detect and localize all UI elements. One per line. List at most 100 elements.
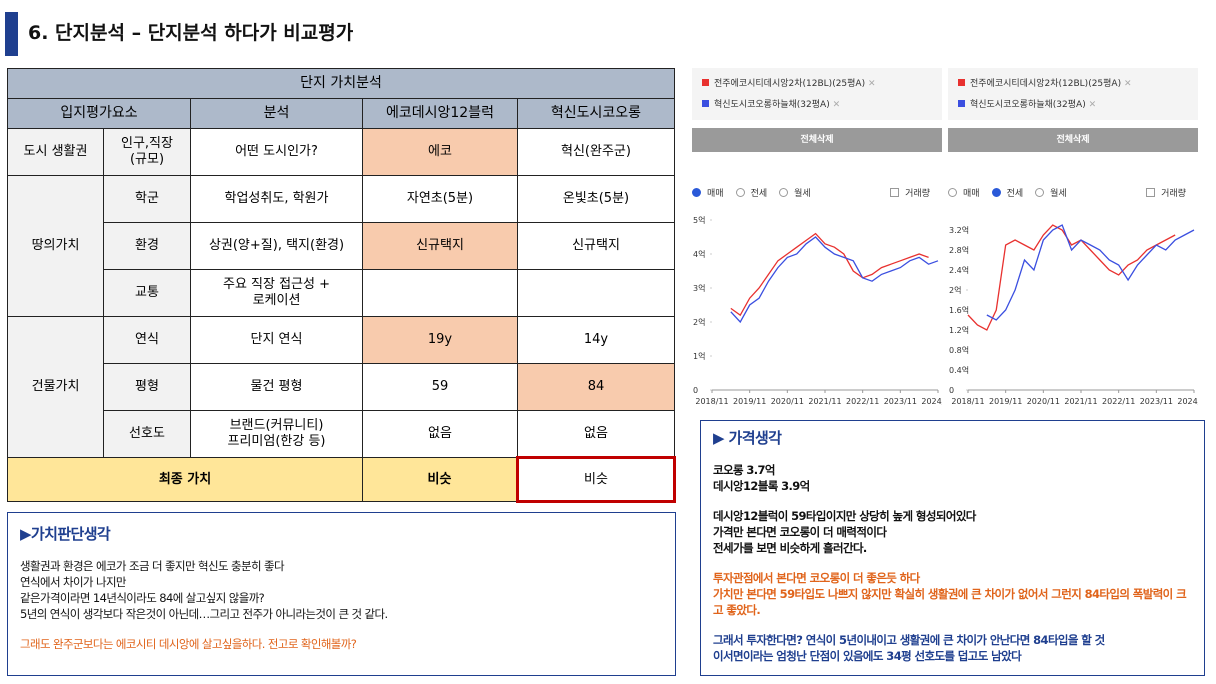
x-tick-label: 2020/11 — [771, 397, 804, 406]
x-tick-label: 2022/11 — [846, 397, 879, 406]
radio — [735, 188, 745, 197]
remove-icon[interactable]: ✕ — [865, 79, 876, 89]
value-cell: 84 — [517, 363, 675, 411]
note-line: 가격만 본다면 코오롱이 더 매력적이다 — [713, 525, 887, 539]
note-paragraph: 코오롱 3.7억 데시앙12블록 3.9억 — [713, 462, 1192, 494]
x-tick-label: 2018/11 — [695, 397, 728, 406]
checkbox-label: 거래량 — [905, 189, 930, 199]
delete-all-button[interactable]: 전체삭제 — [692, 128, 942, 152]
column-header: 분석 — [190, 98, 363, 129]
note-line: 생활권과 환경은 에코가 조금 더 좋지만 혁신도 충분히 좋다 — [20, 559, 285, 573]
checkbox — [1146, 188, 1156, 197]
legend-entry: 전주에코시티데시앙2차(12BL)(25평A) ✕ — [958, 76, 1188, 89]
remove-icon[interactable]: ✕ — [1121, 79, 1132, 89]
y-tick-label: 0 — [949, 386, 954, 395]
radio — [948, 188, 957, 197]
table-title: 단지 가치분석 — [7, 68, 675, 99]
y-tick-label: 2억 — [693, 317, 705, 327]
note-line: 코오롱 3.7억 — [713, 463, 776, 477]
analysis-cell: 브랜드(커뮤니티) 프리미엄(한강 등) — [190, 410, 363, 458]
comparison-table: 단지 가치분석 입지평가요소 분석 에코데시앙12블럭 혁신도시코오롱 도시 생… — [7, 68, 676, 503]
radio — [991, 188, 1001, 197]
y-tick-label: 3억 — [693, 283, 705, 293]
column-header: 혁신도시코오롱 — [517, 98, 675, 129]
value-cell: 신규택지 — [362, 222, 518, 270]
checkbox — [890, 188, 900, 197]
value-cell: 59 — [362, 363, 518, 411]
radio-group: 매매 전세 월세 거래량 — [948, 186, 1198, 199]
legend-swatch — [958, 79, 965, 86]
factor-cell: 인구,직장 (규모) — [103, 128, 191, 176]
volume-checkbox[interactable]: 거래량 — [1146, 186, 1192, 199]
delete-all-button[interactable]: 전체삭제 — [948, 128, 1198, 152]
note-line: 전세가를 보면 비슷하게 흘러간다. — [713, 541, 867, 555]
legend-entry: 혁신도시코오롱하늘채(32평A) ✕ — [958, 97, 1188, 110]
legend: 전주에코시티데시앙2차(12BL)(25평A) ✕ 혁신도시코오롱하늘채(32평A… — [692, 68, 942, 120]
radio-label: 전세 — [1006, 189, 1024, 199]
x-tick-label: 2024/11 — [1177, 397, 1198, 406]
value-cell: 신규택지 — [517, 222, 675, 270]
factor-cell: 교통 — [103, 269, 191, 317]
radio-label: 전세 — [750, 189, 768, 199]
note-title: ▶ 가격생각 — [713, 429, 782, 447]
value-cell — [517, 269, 675, 317]
value-cell: 없음 — [362, 410, 518, 458]
x-tick-label: 2021/11 — [808, 397, 841, 406]
value-cell: 에코 — [362, 128, 518, 176]
final-value: 비슷 — [362, 457, 518, 502]
volume-checkbox[interactable]: 거래량 — [890, 186, 936, 199]
remove-icon[interactable]: ✕ — [829, 100, 841, 110]
radio-option[interactable]: 매매 — [692, 188, 730, 199]
final-label: 최종 가치 — [7, 457, 363, 502]
analysis-cell: 단지 연식 — [190, 316, 363, 364]
title-accent — [5, 12, 18, 56]
radio-option[interactable]: 전세 — [991, 188, 1030, 199]
y-tick-label: 1.6억 — [949, 305, 969, 315]
analysis-cell: 어떤 도시인가? — [190, 128, 363, 176]
checkbox-label: 거래량 — [1161, 189, 1186, 199]
analysis-cell: 학업성취도, 학원가 — [190, 175, 363, 223]
note-title: ▶가치판단생각 — [20, 525, 111, 543]
legend-label: 전주에코시티데시앙2차(12BL)(25평A) — [714, 79, 866, 89]
radio — [779, 188, 789, 197]
remove-icon[interactable]: ✕ — [1085, 100, 1097, 110]
value-cell: 자연초(5분) — [362, 175, 518, 223]
radio-option[interactable]: 매매 — [948, 188, 986, 199]
y-tick-label: 2.4억 — [949, 265, 969, 275]
note-line: 5년의 연식이 생각보다 작은것이 아닌데…그리고 전주가 아니라는것이 큰 것… — [20, 607, 388, 621]
note-paragraph: 그래도 완주군보다는 에코시티 데시앙에 살고싶을하다. 전고로 확인해볼까? — [20, 636, 663, 652]
value-cell: 혁신(완주군) — [517, 128, 675, 176]
legend-label: 전주에코시티데시앙2차(12BL)(25평A) — [970, 79, 1122, 89]
radio-label: 월세 — [1050, 189, 1067, 199]
y-tick-label: 0.8억 — [949, 345, 969, 355]
series-line — [730, 236, 939, 324]
group-cell: 도시 생활권 — [7, 128, 104, 176]
factor-cell: 선호도 — [103, 410, 191, 458]
value-cell: 19y — [362, 316, 518, 364]
final-value: 비슷 — [516, 456, 676, 503]
note-line: 투자관점에서 본다면 코오롱이 더 좋은듯 하다 — [713, 571, 920, 585]
note-line: 데시앙12블럭이 59타입이지만 상당히 높게 형성되어있다 — [713, 509, 976, 523]
radio-label: 매매 — [963, 189, 980, 199]
group-cell: 땅의가치 — [7, 175, 104, 317]
y-tick-label: 1.2억 — [949, 325, 969, 335]
factor-cell: 평형 — [103, 363, 191, 411]
radio-option[interactable]: 월세 — [1035, 188, 1073, 199]
note-line: 그래서 투자한다면? 연식이 5년이내이고 생활권에 큰 차이가 안난다면 84… — [713, 633, 1105, 647]
value-cell: 없음 — [517, 410, 675, 458]
series-line — [730, 232, 929, 317]
radio-option[interactable]: 월세 — [779, 188, 817, 199]
y-tick-label: 2억 — [949, 285, 961, 295]
column-header: 입지평가요소 — [7, 98, 191, 129]
radio-option[interactable]: 전세 — [735, 188, 774, 199]
y-tick-label: 2.8억 — [949, 245, 969, 255]
legend-entry: 혁신도시코오롱하늘채(32평A) ✕ — [702, 97, 932, 110]
note-line: 연식에서 차이가 나지만 — [20, 575, 127, 589]
y-tick-label: 4억 — [693, 249, 705, 259]
page-title: 6. 단지분석 – 단지분석 하다가 비교평가 — [28, 22, 354, 44]
chart-panel: 전주에코시티데시앙2차(12BL)(25평A) ✕ 혁신도시코오롱하늘채(32평A… — [948, 68, 1198, 408]
